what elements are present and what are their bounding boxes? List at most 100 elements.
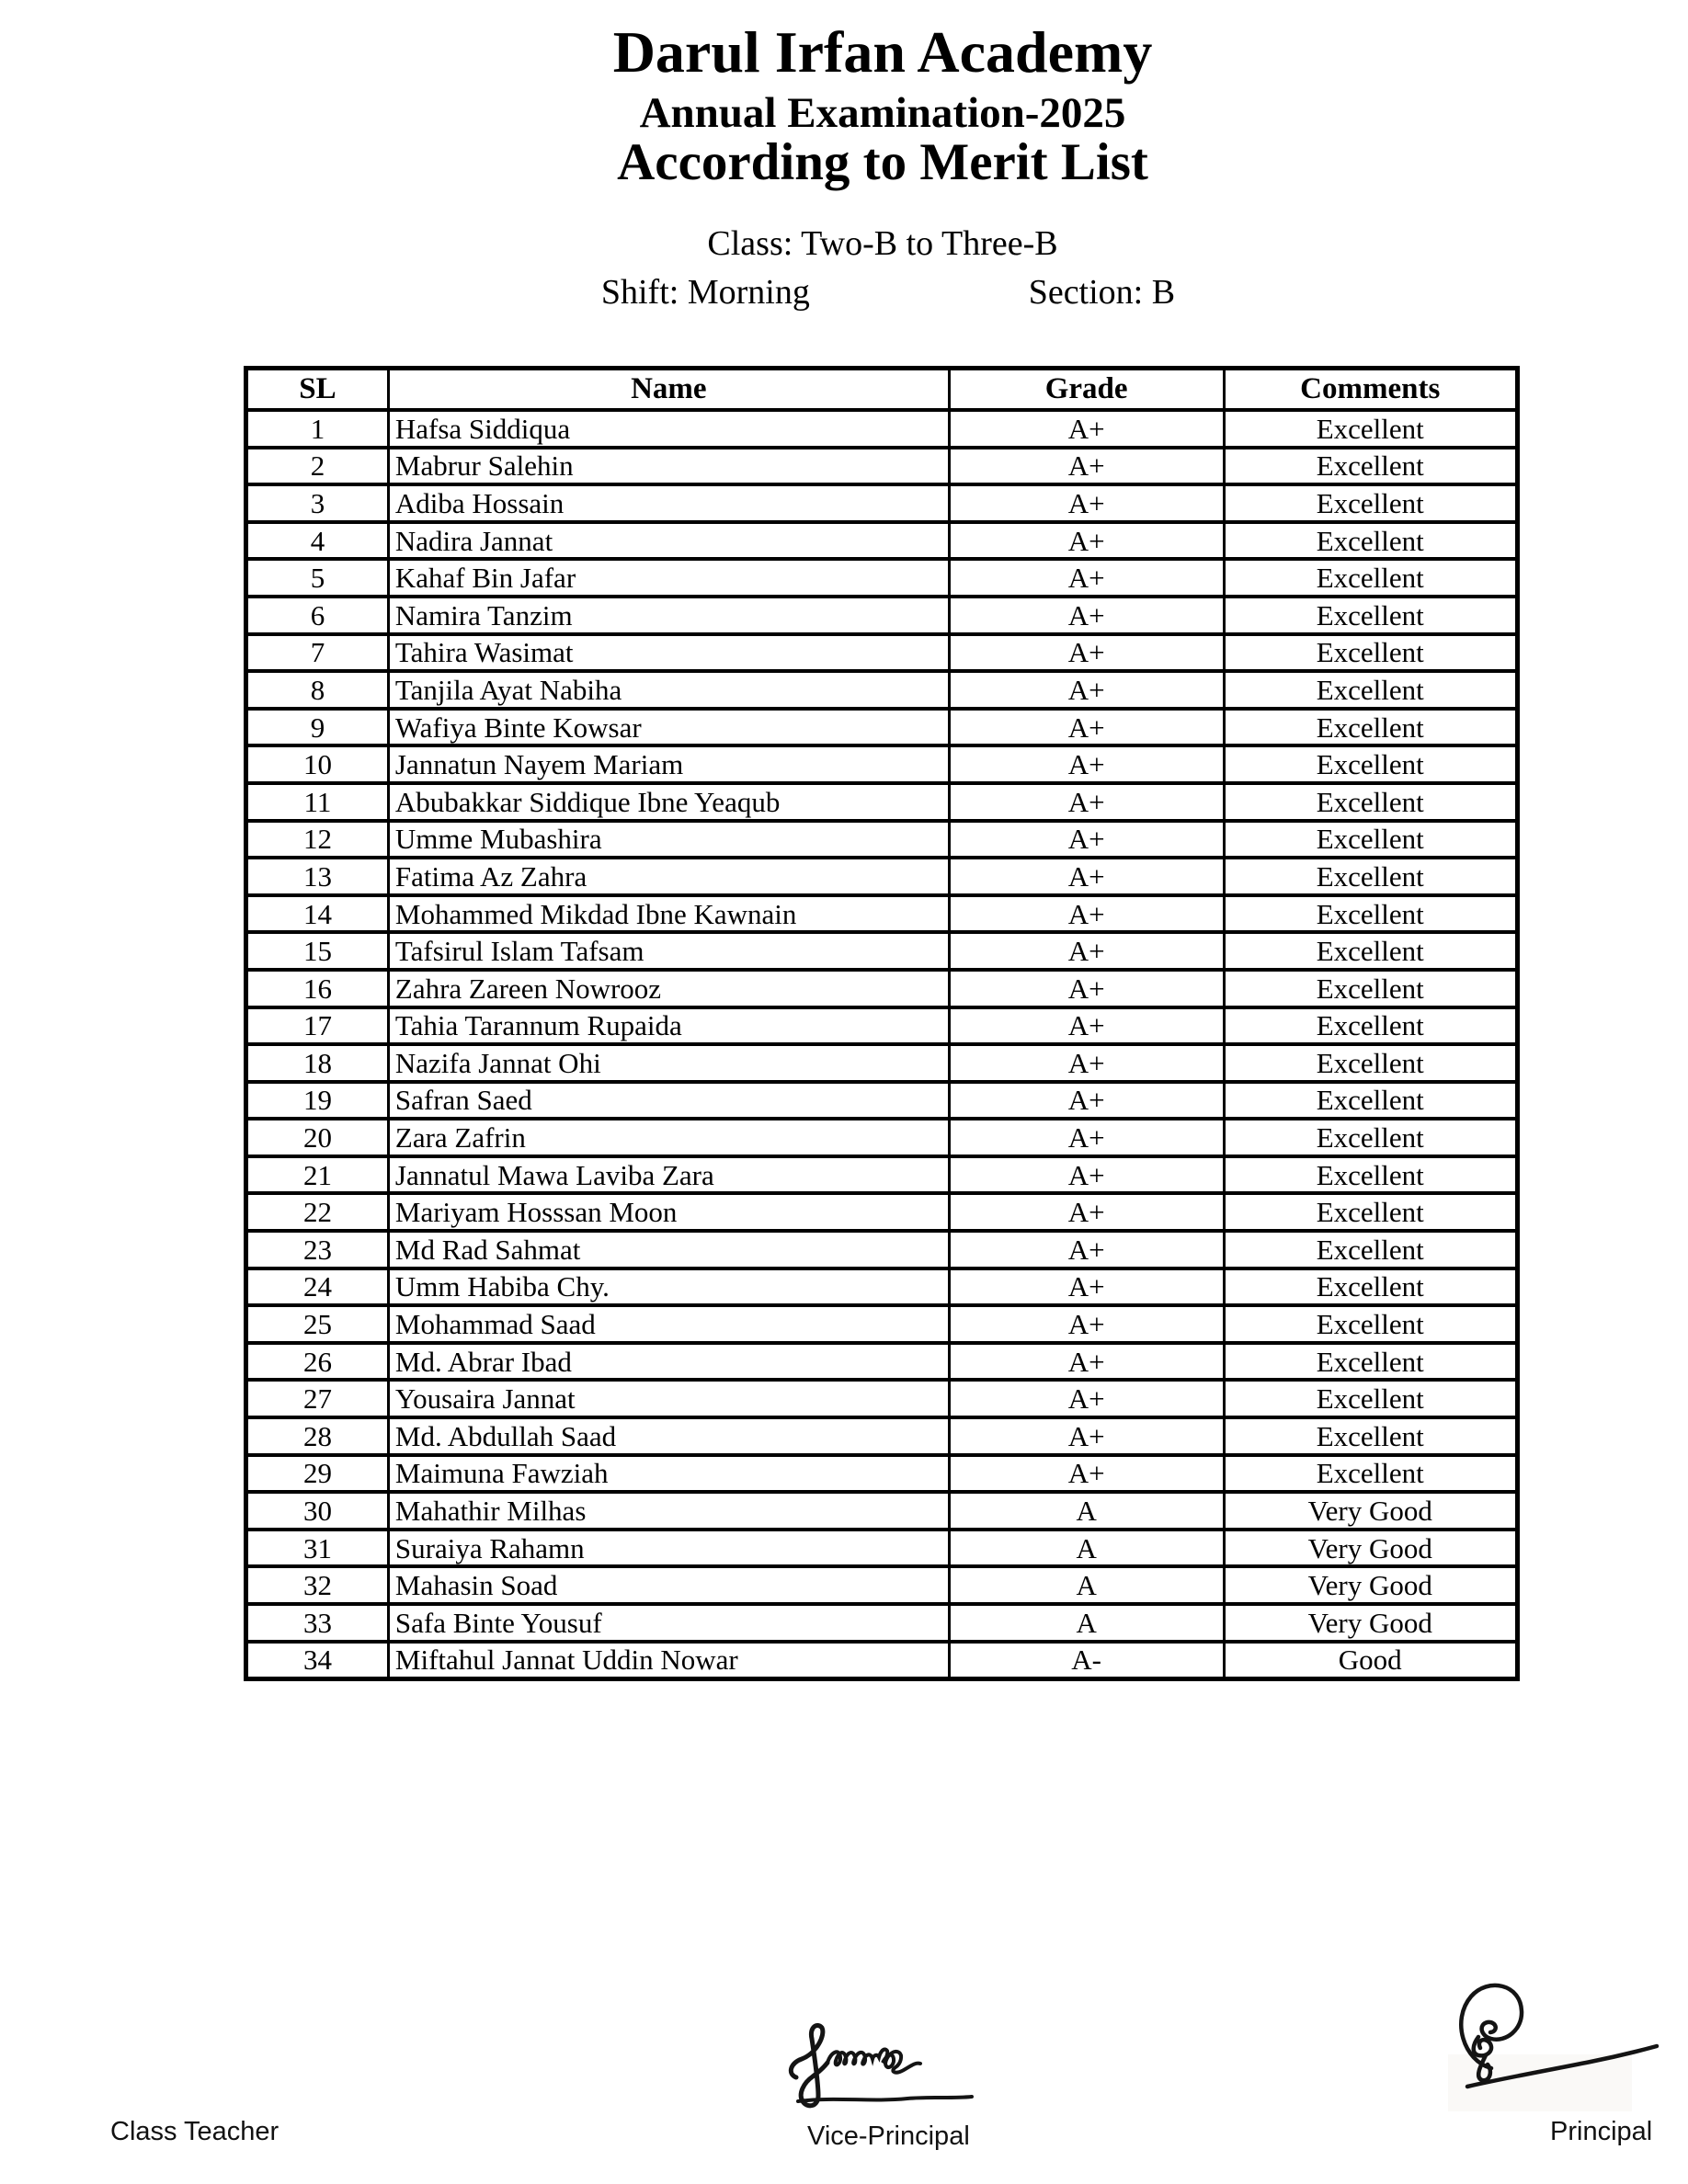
table-row: 14 Mohammed Mikdad Ibne Kawnain A+ Excellen… [245,893,1519,935]
cell-comment: Excellent [1222,967,1519,1009]
table-row: 27 Yousaira Jannat A+ Excellent [245,1378,1519,1420]
cell-comment: Excellent [1222,1340,1519,1382]
cell-sl: 15 [245,930,390,972]
vice-principal-signature [788,2023,974,2109]
cell-grade: A+ [947,1378,1226,1420]
cell-comment: Excellent [1222,519,1519,562]
merit-table-body: 1 Hafsa Siddiqua A+ Excellent 2 Mabrur Salehi… [245,408,1519,1681]
cell-grade: A+ [947,744,1226,785]
table-row: 16 Zahra Zareen Nowrooz A+ Excellent [245,967,1519,1009]
cell-sl: 26 [245,1340,390,1382]
cell-grade: A+ [947,1229,1226,1270]
cell-comment: Excellent [1222,1229,1519,1270]
cell-grade: A+ [947,780,1226,823]
cell-name: Zahra Zareen Nowrooz [386,967,951,1009]
cell-name: Miftahul Jannat Uddin Nowar [386,1639,951,1681]
cell-sl: 24 [245,1266,390,1308]
cell-grade: A [947,1602,1226,1644]
cell-comment: Very Good [1222,1527,1519,1569]
principal-label: Principal [1550,2117,1653,2146]
cell-grade: A+ [947,519,1226,562]
cell-comment: Excellent [1222,1416,1519,1457]
cell-comment: Excellent [1222,930,1519,972]
cell-grade: A+ [947,1416,1226,1457]
cell-name: Umme Mubashira [386,818,951,860]
cell-name: Wafiya Binte Kowsar [386,706,951,748]
cell-sl: 11 [245,780,390,823]
table-row: 15 Tafsirul Islam Tafsam A+ Excellent [245,930,1519,972]
merit-table: SL Name Grade Comments 1 Hafsa Siddiqua A+ Exc… [244,366,1520,1682]
cell-comment: Excellent [1222,856,1519,897]
cell-comment: Excellent [1222,1005,1519,1047]
cell-name: Mariyam Hosssan Moon [386,1191,951,1234]
cell-name: Nadira Jannat [386,519,951,562]
table-row: 18 Nazifa Jannat Ohi A+ Excellent [245,1042,1519,1084]
cell-comment: Excellent [1222,744,1519,785]
cell-grade: A+ [947,1191,1226,1234]
cell-comment: Excellent [1222,818,1519,860]
cell-grade: A+ [947,445,1226,487]
table-row: 21 Jannatul Mawa Laviba Zara A+ Excellent [245,1154,1519,1196]
cell-name: Mahasin Soad [386,1564,951,1606]
cell-sl: 9 [245,706,390,748]
column-header-comments: Comments [1222,366,1519,412]
cell-name: Namira Tanzim [386,594,951,636]
cell-name: Adiba Hossain [386,483,951,524]
cell-name: Mohammad Saad [386,1303,951,1345]
cell-name: Tahira Wasimat [386,631,951,674]
cell-grade: A+ [947,1005,1226,1047]
cell-name: Md. Abrar Ibad [386,1340,951,1382]
cell-name: Tahia Tarannum Rupaida [386,1005,951,1047]
exam-subtitle: Annual Examination-2025 [639,89,1126,137]
column-header-name: Name [386,366,951,412]
cell-sl: 14 [245,893,390,935]
cell-sl: 20 [245,1117,390,1158]
cell-sl: 27 [245,1378,390,1420]
cell-grade: A+ [947,1303,1226,1345]
cell-name: Yousaira Jannat [386,1378,951,1420]
table-row: 17 Tahia Tarannum Rupaida A+ Excellent [245,1005,1519,1047]
cell-sl: 18 [245,1042,390,1084]
table-row: 6 Namira Tanzim A+ Excellent [245,594,1519,636]
cell-name: Md. Abdullah Saad [386,1416,951,1457]
cell-name: Fatima Az Zahra [386,856,951,897]
cell-sl: 7 [245,631,390,674]
cell-grade: A+ [947,1452,1226,1495]
cell-grade: A+ [947,594,1226,636]
table-row: 9 Wafiya Binte Kowsar A+ Excellent [245,706,1519,748]
cell-sl: 23 [245,1229,390,1270]
cell-grade: A+ [947,930,1226,972]
cell-comment: Excellent [1222,557,1519,598]
cell-grade: A+ [947,1340,1226,1382]
cell-sl: 19 [245,1079,390,1121]
table-row: 33 Safa Binte Yousuf A Very Good [245,1602,1519,1644]
cell-sl: 17 [245,1005,390,1047]
cell-name: Jannatun Nayem Mariam [386,744,951,785]
table-row: 10 Jannatun Nayem Mariam A+ Excellent [245,744,1519,785]
table-row: 8 Tanjila Ayat Nabiha A+ Excellent [245,669,1519,711]
cell-name: Umm Habiba Chy. [386,1266,951,1308]
cell-name: Nazifa Jannat Ohi [386,1042,951,1084]
cell-grade: A+ [947,893,1226,935]
cell-grade: A+ [947,1117,1226,1158]
cell-grade: A+ [947,706,1226,748]
table-row: 3 Adiba Hossain A+ Excellent [245,483,1519,524]
cell-comment: Very Good [1222,1564,1519,1606]
cell-name: Jannatul Mawa Laviba Zara [386,1154,951,1196]
table-row: 4 Nadira Jannat A+ Excellent [245,519,1519,562]
cell-grade: A+ [947,818,1226,860]
class-line: Class: Two-B to Three-B [707,224,1058,263]
cell-comment: Excellent [1222,1452,1519,1495]
cell-sl: 13 [245,856,390,897]
cell-comment: Excellent [1222,780,1519,823]
table-row: 34 Miftahul Jannat Uddin Nowar A- Good [245,1639,1519,1681]
cell-name: Mahathir Milhas [386,1490,951,1531]
cell-sl: 32 [245,1564,390,1606]
table-row: 20 Zara Zafrin A+ Excellent [245,1117,1519,1158]
cell-grade: A+ [947,408,1226,449]
shift-label: Shift: Morning [600,273,810,312]
cell-sl: 16 [245,967,390,1009]
cell-sl: 12 [245,818,390,860]
cell-comment: Excellent [1222,408,1519,449]
cell-grade: A- [947,1639,1226,1681]
